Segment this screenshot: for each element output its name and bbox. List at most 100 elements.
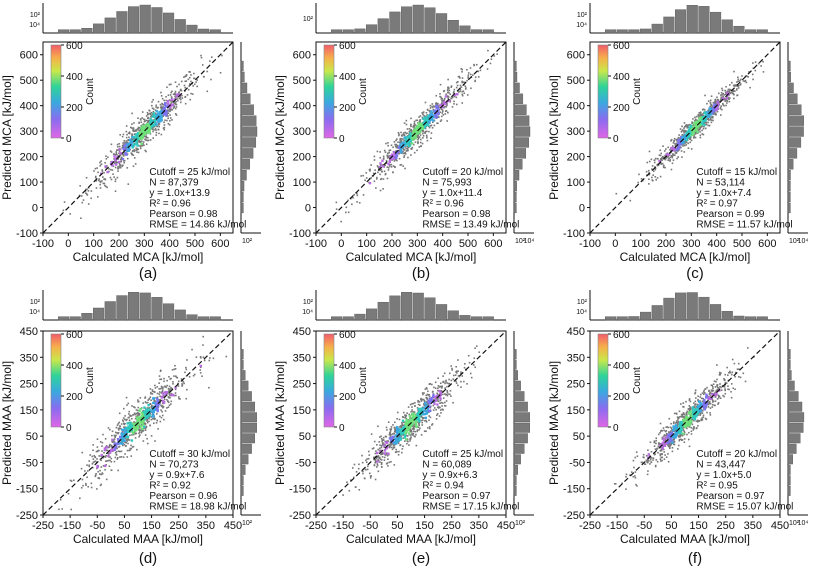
density-point [417, 413, 420, 417]
data-point [681, 415, 684, 417]
data-point [129, 434, 131, 437]
data-point [353, 463, 356, 466]
data-point [90, 486, 93, 489]
density-point [146, 131, 149, 135]
data-point [406, 148, 409, 150]
histogram-bar [240, 82, 248, 94]
data-point [439, 406, 441, 409]
data-point [154, 417, 156, 420]
data-point [394, 430, 397, 433]
histogram-bar [513, 180, 517, 192]
density-point [426, 407, 429, 411]
histogram-bar [513, 380, 521, 391]
data-point [701, 133, 703, 135]
data-point [174, 95, 176, 98]
density-point [405, 143, 408, 146]
histogram-bar [128, 6, 140, 34]
data-point [107, 452, 109, 455]
density-point [687, 133, 690, 137]
data-point [160, 409, 162, 411]
data-point [123, 423, 126, 426]
data-point [426, 109, 429, 111]
data-point [137, 409, 139, 412]
data-point [646, 460, 649, 462]
data-point [174, 368, 177, 370]
data-point [457, 359, 459, 361]
data-point [160, 405, 163, 408]
identity-line [315, 330, 507, 516]
data-point [660, 152, 663, 155]
data-point [152, 130, 154, 133]
data-point [113, 438, 116, 440]
data-point [379, 458, 382, 461]
data-point [186, 94, 189, 96]
density-point [685, 132, 688, 136]
histogram-bar [163, 12, 175, 34]
data-point [143, 144, 145, 147]
data-point [161, 390, 164, 393]
density-point [391, 437, 394, 441]
density-point [420, 407, 423, 410]
data-point [183, 84, 186, 87]
data-point [69, 213, 72, 215]
density-point [105, 446, 109, 449]
data-point [170, 400, 173, 403]
y-tick-label: -100 [563, 228, 585, 240]
density-point [399, 148, 403, 152]
data-point [464, 88, 467, 90]
data-point [166, 398, 168, 401]
data-point [682, 129, 685, 132]
density-point [142, 126, 146, 129]
data-point [150, 391, 152, 394]
density-point [143, 406, 146, 409]
x-tick-label: 200 [383, 238, 401, 250]
density-point [155, 123, 158, 126]
data-point [393, 427, 396, 429]
data-point [120, 157, 123, 159]
data-point [413, 428, 416, 430]
data-point [666, 444, 669, 446]
histogram-bar [513, 93, 524, 104]
data-point [118, 421, 121, 424]
density-point [135, 416, 139, 419]
data-point [119, 158, 122, 161]
data-point [116, 161, 118, 164]
colorbar-tick-label: 200 [66, 103, 83, 114]
density-point [156, 409, 159, 412]
density-point [133, 426, 136, 429]
data-point [659, 175, 662, 178]
data-point [131, 133, 133, 135]
density-point [384, 441, 388, 444]
density-point [158, 110, 161, 114]
data-point [111, 434, 113, 437]
data-point [691, 418, 694, 421]
density-point [167, 102, 170, 105]
data-point [670, 154, 673, 157]
data-point [116, 153, 118, 156]
data-point [193, 373, 196, 376]
x-tick-label: -50 [362, 520, 378, 532]
data-point [103, 184, 106, 187]
data-point [196, 85, 199, 88]
data-point [395, 139, 397, 142]
data-point [174, 107, 177, 110]
data-point [403, 139, 405, 142]
data-point [701, 114, 703, 117]
data-point [118, 429, 120, 431]
data-point [412, 143, 415, 146]
data-point [421, 116, 424, 119]
data-point [411, 433, 413, 435]
histogram-bar [151, 7, 163, 34]
data-point [739, 79, 741, 82]
data-point [152, 127, 154, 129]
data-point [709, 119, 712, 121]
data-point [113, 158, 115, 160]
data-point [440, 387, 443, 389]
histogram-bar [616, 29, 628, 34]
data-point [142, 141, 145, 143]
histogram-bar [240, 370, 246, 381]
data-point [174, 392, 177, 394]
data-point [401, 448, 404, 450]
